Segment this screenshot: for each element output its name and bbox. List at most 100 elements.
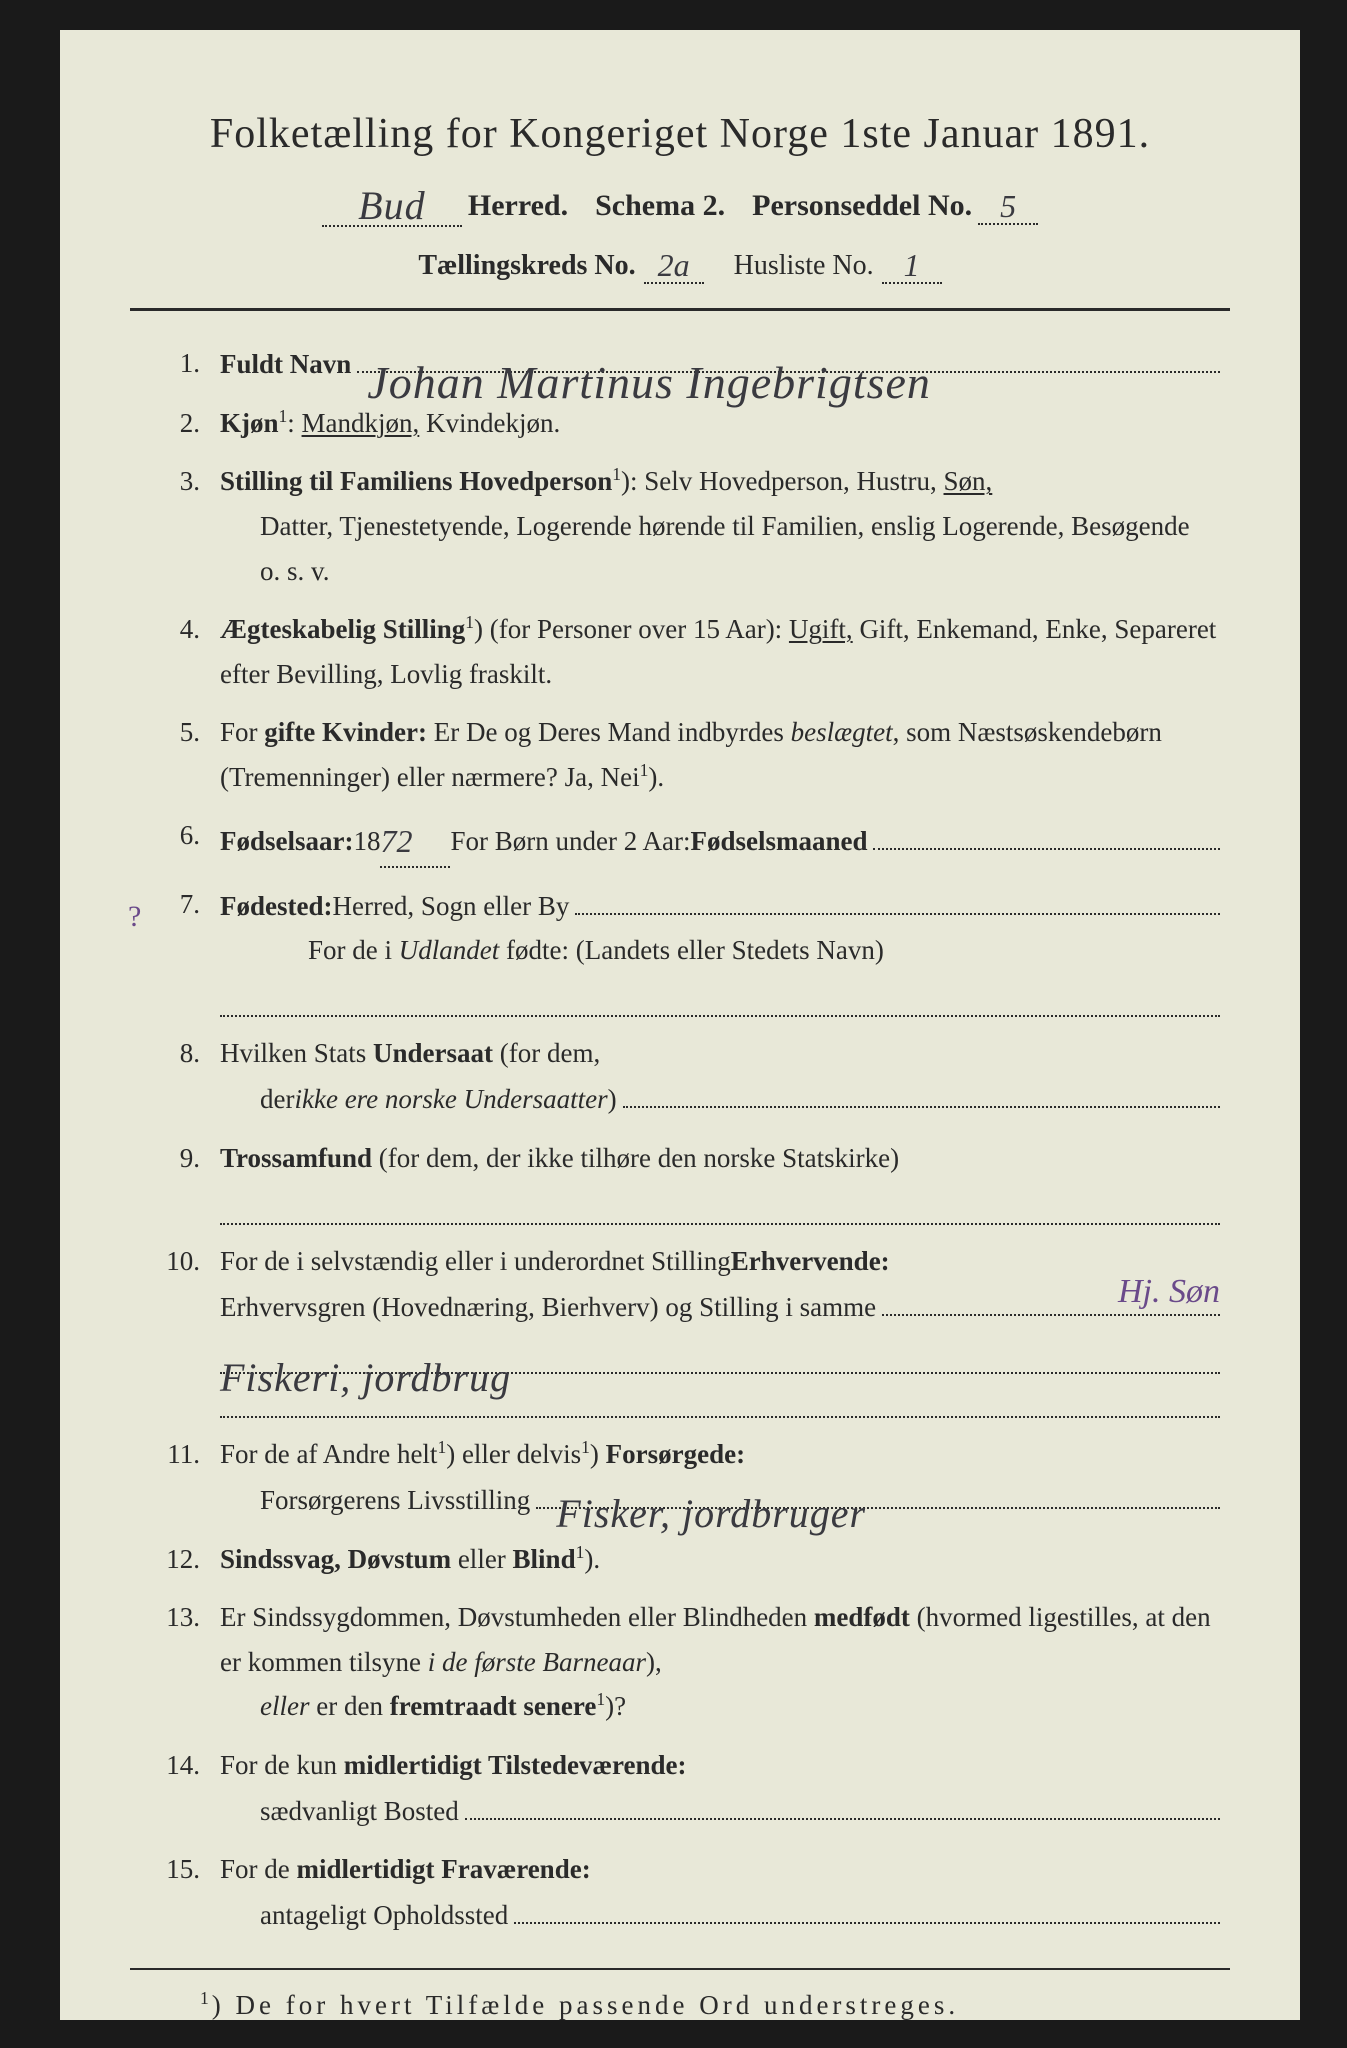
schema-label: Schema 2. — [595, 189, 725, 223]
text: ): Selv Hovedperson, Hustru, — [621, 466, 943, 496]
personseddel-value: 5 — [1000, 188, 1016, 224]
item-9: 9. Trossamfund (for dem, der ikke tilhør… — [160, 1136, 1220, 1225]
italic-text: Udlandet — [399, 935, 500, 965]
italic-text: i de første Barneaar — [428, 1647, 646, 1677]
husliste-field: 1 — [882, 245, 942, 284]
item-num: 9. — [160, 1136, 220, 1225]
provider-value: Fisker, jordbruger — [556, 1481, 866, 1513]
footnote: 1) De for hvert Tilfælde passende Ord un… — [130, 1988, 1230, 2021]
field-label: Sindssvag, Døvstum — [220, 1544, 451, 1574]
item-13: 13. Er Sindssygdommen, Døvstumheden elle… — [160, 1595, 1220, 1729]
field-label: Fødested: — [220, 884, 332, 929]
selected-option: Ugift, — [789, 614, 853, 644]
form-items: 1. Fuldt Navn Johan Martinus Ingebrigtse… — [130, 341, 1230, 1938]
footer-rule — [130, 1968, 1230, 1970]
kreds-row: Tællingskreds No. 2a Husliste No. 1 — [130, 245, 1230, 284]
text: For de — [220, 1854, 297, 1884]
text: ) — [608, 1077, 617, 1122]
text: For Børn under 2 Aar: — [450, 819, 690, 864]
text: eller — [451, 1544, 512, 1574]
footnote-ref: 1 — [279, 406, 288, 426]
item-num: 2. — [160, 401, 220, 446]
kreds-value: 2a — [658, 247, 690, 283]
text: For — [220, 717, 264, 747]
italic-text: ikke ere norske Undersaatter — [294, 1077, 607, 1122]
selected-option: Søn, — [944, 466, 993, 496]
footnote-ref: 1 — [465, 612, 474, 632]
field-label: midlertidigt Tilstedeværende: — [344, 1750, 687, 1780]
continuation: o. s. v. — [220, 549, 1220, 594]
footnote-ref: 1 — [437, 1437, 446, 1457]
text: (for dem, der ikke tilhøre den norske St… — [372, 1143, 899, 1173]
italic-text: eller — [260, 1691, 309, 1721]
text: For de i selvstændig eller i underordnet… — [220, 1239, 731, 1284]
personseddel-field: 5 — [978, 186, 1038, 225]
text: sædvanligt Bosted — [260, 1789, 459, 1834]
year-value: 72 — [380, 823, 412, 859]
text: der — [260, 1077, 294, 1122]
text: For de af Andre helt — [220, 1439, 437, 1469]
item-8: 8. Hvilken Stats Undersaat (for dem, der… — [160, 1031, 1220, 1121]
form-title: Folketælling for Kongeriget Norge 1ste J… — [130, 110, 1230, 158]
census-form-page: Folketælling for Kongeriget Norge 1ste J… — [60, 30, 1300, 2020]
item-6: 6. Fødselsaar: 1872 For Børn under 2 Aar… — [160, 813, 1220, 868]
text: Erhvervsgren (Hovednæring, Bierhverv) og… — [220, 1285, 876, 1330]
text: antageligt Opholdssted — [260, 1893, 508, 1938]
provider-field: Fisker, jordbruger — [536, 1477, 1220, 1509]
residence-field — [465, 1788, 1220, 1820]
item-num: 12. — [160, 1537, 220, 1582]
occupation-field-tail: Hj. Søn — [882, 1283, 1220, 1315]
text: For de kun — [220, 1750, 344, 1780]
text: ) (for Personer over 15 Aar): — [474, 614, 789, 644]
item-num: 6. — [160, 813, 220, 868]
field-label: fremtraadt senere — [390, 1691, 597, 1721]
herred-field: Bud — [322, 178, 462, 227]
field-label: Fuldt Navn — [220, 342, 351, 387]
year-field: 72 — [380, 813, 450, 868]
italic-text: beslægtet — [791, 717, 893, 747]
text: ) eller delvis — [446, 1439, 581, 1469]
occupation-value: Fiskeri, jordbrug — [220, 1345, 511, 1377]
name-value: Johan Martinus Ingebrigtsen — [367, 345, 931, 377]
item-num: 10. — [160, 1239, 220, 1419]
text: ). — [584, 1544, 600, 1574]
field-label: medfødt — [814, 1602, 910, 1632]
item-7: 7. Fødested: Herred, Sogn eller By For d… — [160, 882, 1220, 1017]
text: : — [287, 408, 301, 438]
footnote-ref: 1 — [581, 1437, 590, 1457]
text: er den — [309, 1691, 389, 1721]
selected-option: Mandkjøn, — [302, 408, 420, 438]
item-3: 3. Stilling til Familiens Hovedperson1):… — [160, 459, 1220, 593]
item-num: 11. — [160, 1432, 220, 1522]
fill-line — [220, 1386, 1220, 1418]
text: 18 — [353, 819, 380, 864]
header-rule — [130, 308, 1230, 311]
margin-annotation: ? — [128, 900, 141, 934]
item-11: 11. For de af Andre helt1) eller delvis1… — [160, 1432, 1220, 1522]
item-num: 3. — [160, 459, 220, 593]
field-label: Undersaat — [373, 1038, 493, 1068]
fill-line — [220, 985, 1220, 1017]
item-num: 14. — [160, 1743, 220, 1833]
footnote-marker: 1 — [200, 1988, 212, 2008]
kreds-label: Tællingskreds No. — [418, 250, 635, 282]
item-5: 5. For gifte Kvinder: Er De og Deres Man… — [160, 710, 1220, 799]
field-label: Blind — [513, 1544, 576, 1574]
herred-row: Bud Herred. Schema 2. Personseddel No. 5 — [130, 178, 1230, 227]
birthplace-field — [575, 882, 1220, 914]
field-label: Forsørgede: — [606, 1439, 745, 1469]
option: Kvindekjøn. — [419, 408, 560, 438]
field-label: Trossamfund — [220, 1143, 372, 1173]
month-field — [873, 818, 1220, 850]
whereabouts-field — [514, 1892, 1220, 1924]
form-header: Folketælling for Kongeriget Norge 1ste J… — [130, 110, 1230, 284]
text: ). — [648, 762, 664, 792]
item-4: 4. Ægteskabelig Stilling1) (for Personer… — [160, 607, 1220, 696]
footnote-ref: 1 — [596, 1689, 605, 1709]
name-field: Johan Martinus Ingebrigtsen — [357, 341, 1220, 373]
item-num: 7. — [160, 882, 220, 1017]
continuation: Datter, Tjenestetyende, Logerende hørend… — [220, 504, 1220, 549]
field-label: Fødselsmaaned — [690, 819, 867, 864]
text: For de i — [308, 935, 399, 965]
text: fødte: (Landets eller Stedets Navn) — [499, 935, 884, 965]
